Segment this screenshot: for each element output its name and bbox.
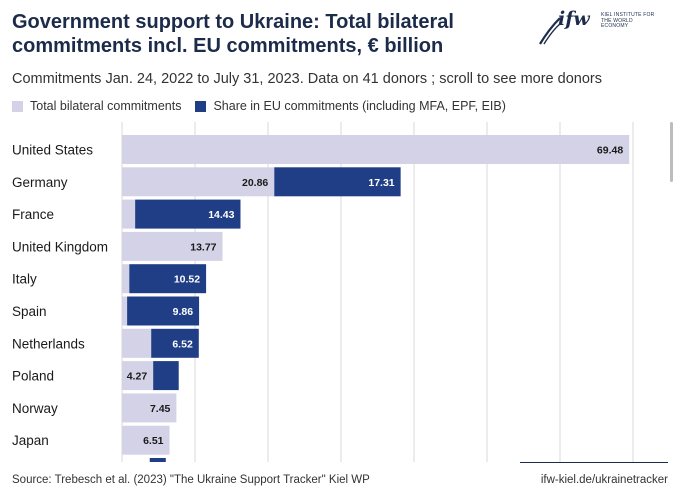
bar-bilateral xyxy=(122,393,177,423)
bar-chart: United States 69.48 Germany 20.86 17.31 Franc… xyxy=(12,122,634,462)
data-label-eu: 17.31 xyxy=(368,177,394,189)
logo-mark: ifw xyxy=(558,8,590,30)
category-label: Germany xyxy=(12,175,68,190)
legend-label-eu: Share in EU commitments (including MFA, … xyxy=(213,99,506,113)
footer-divider xyxy=(520,462,668,463)
chart-subtitle: Commitments Jan. 24, 2022 to July 31, 20… xyxy=(12,71,602,87)
bar-eu xyxy=(135,199,241,229)
category-label: France xyxy=(12,207,54,222)
bar-bilateral xyxy=(122,199,136,229)
data-label-eu: 6.52 xyxy=(172,338,193,350)
legend-label-bilateral: Total bilateral commitments xyxy=(30,99,182,113)
logo-institute-text: KIEL INSTITUTE FOR THE WORLD ECONOMY xyxy=(601,12,655,29)
legend-item-bilateral[interactable]: Total bilateral commitments xyxy=(12,99,181,113)
data-label-bilateral: 69.48 xyxy=(597,145,623,157)
category-label: Japan xyxy=(12,433,49,448)
bar-bilateral xyxy=(122,296,128,326)
bar-eu xyxy=(127,296,200,326)
bar-eu xyxy=(274,167,401,197)
chart-title: Government support to Ukraine: Total bil… xyxy=(12,11,454,57)
chart-legend: Total bilateral commitments Share in EU … xyxy=(12,98,520,114)
data-label-bilateral: 6.51 xyxy=(143,435,164,447)
bar-bilateral xyxy=(122,264,130,294)
chart-scroll-area[interactable]: United States 69.48 Germany 20.86 17.31 Franc… xyxy=(0,122,680,462)
category-label: United States xyxy=(12,143,93,158)
category-label: Poland xyxy=(12,369,54,384)
bar-eu-next xyxy=(149,458,166,462)
bar-bilateral xyxy=(122,328,152,358)
category-label: Netherlands xyxy=(12,336,85,351)
data-label-bilateral: 4.27 xyxy=(127,371,148,383)
category-label: United Kingdom xyxy=(12,239,108,254)
legend-swatch-bilateral xyxy=(12,100,23,112)
data-label-bilateral: 7.45 xyxy=(150,403,171,415)
ifw-logo: ifw KIEL INSTITUTE FOR THE WORLD ECONOMY xyxy=(538,8,668,48)
bar-bilateral xyxy=(122,167,275,197)
category-label: Italy xyxy=(12,272,37,287)
chart-scrollbar[interactable] xyxy=(670,122,673,182)
source-link[interactable]: ifw-kiel.de/ukrainetracker xyxy=(540,474,668,486)
bar-eu xyxy=(151,328,199,358)
category-label: Spain xyxy=(12,304,47,319)
legend-swatch-eu xyxy=(195,100,207,112)
data-label-bilateral: 13.77 xyxy=(190,241,216,253)
bar-bilateral xyxy=(122,231,223,261)
data-label-bilateral: 20.86 xyxy=(242,177,268,189)
source-note: Source: Trebesch et al. (2023) "The Ukra… xyxy=(12,474,370,486)
bar-eu xyxy=(153,361,179,391)
data-label-eu: 14.43 xyxy=(208,209,234,221)
bar-bilateral xyxy=(122,135,630,164)
data-label-eu: 9.86 xyxy=(173,306,194,318)
bar-bilateral xyxy=(122,425,170,455)
bar-bilateral xyxy=(122,361,154,391)
category-label: Norway xyxy=(12,401,58,416)
legend-item-eu[interactable]: Share in EU commitments (including MFA, … xyxy=(195,99,506,113)
data-label-eu: 10.52 xyxy=(174,274,200,286)
bar-eu xyxy=(129,264,207,294)
logo-swoosh-icon xyxy=(539,17,561,45)
